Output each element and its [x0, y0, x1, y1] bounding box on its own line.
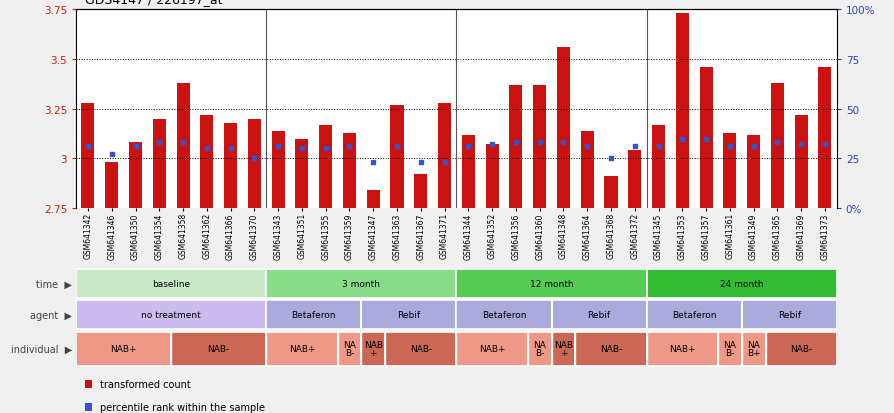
Bar [527, 332, 551, 366]
Text: no treatment: no treatment [141, 311, 201, 319]
Bar [271, 131, 284, 209]
Bar [129, 143, 142, 209]
Bar [461, 135, 475, 209]
Bar [699, 68, 712, 209]
Bar [551, 332, 575, 366]
Bar [337, 332, 361, 366]
Bar [248, 119, 261, 209]
Text: NAB+: NAB+ [289, 344, 315, 354]
Text: Rebif: Rebif [397, 311, 420, 319]
Bar [456, 332, 527, 366]
Bar [361, 301, 456, 329]
Bar [551, 301, 645, 329]
Text: individual  ▶: individual ▶ [11, 344, 72, 354]
Text: Rebif: Rebif [777, 311, 800, 319]
Text: NAB-: NAB- [409, 344, 432, 354]
Bar [746, 135, 759, 209]
Bar [361, 332, 384, 366]
Bar [342, 133, 356, 209]
Bar [437, 104, 451, 209]
Bar [319, 125, 332, 209]
Bar [485, 145, 498, 209]
Text: NA
B-: NA B- [533, 341, 545, 357]
Bar [367, 191, 379, 209]
Bar [105, 163, 118, 209]
Bar [741, 332, 764, 366]
Text: time  ▶: time ▶ [37, 279, 72, 289]
Bar [817, 68, 831, 209]
Bar [171, 332, 266, 366]
Text: GDS4147 / 226197_at: GDS4147 / 226197_at [85, 0, 223, 6]
Text: NAB+: NAB+ [110, 344, 137, 354]
Bar [200, 115, 213, 209]
Bar [533, 85, 545, 209]
Bar [603, 177, 617, 209]
Bar [456, 301, 551, 329]
Bar [295, 139, 308, 209]
Bar [764, 332, 836, 366]
Text: 3 month: 3 month [342, 280, 380, 288]
Bar [628, 151, 641, 209]
Bar [575, 332, 645, 366]
Text: Betaferon: Betaferon [671, 311, 715, 319]
Text: NAB+: NAB+ [669, 344, 695, 354]
Bar [717, 332, 741, 366]
Bar [651, 125, 664, 209]
Text: NAB-: NAB- [207, 344, 230, 354]
Bar [390, 105, 403, 209]
Bar [456, 270, 645, 298]
Bar [741, 301, 836, 329]
Bar [266, 301, 361, 329]
Bar [81, 104, 95, 209]
Bar [153, 119, 165, 209]
Text: NA
B-: NA B- [342, 341, 356, 357]
Text: NA
B-: NA B- [722, 341, 736, 357]
Bar [580, 131, 593, 209]
Text: 24 month: 24 month [719, 280, 763, 288]
Text: NAB
+: NAB + [363, 341, 383, 357]
Bar [645, 301, 741, 329]
Bar [556, 48, 569, 209]
Text: agent  ▶: agent ▶ [30, 310, 72, 320]
Bar [645, 332, 717, 366]
Bar [176, 84, 190, 209]
Bar [266, 332, 337, 366]
Bar [76, 301, 266, 329]
Text: transformed count: transformed count [99, 379, 190, 389]
Text: Betaferon: Betaferon [481, 311, 526, 319]
Text: NA
B+: NA B+ [746, 341, 760, 357]
Text: baseline: baseline [152, 280, 190, 288]
Bar [794, 115, 806, 209]
Text: NAB-: NAB- [789, 344, 812, 354]
Bar [675, 14, 688, 209]
Text: Betaferon: Betaferon [291, 311, 335, 319]
Bar [224, 123, 237, 209]
Text: Rebif: Rebif [586, 311, 610, 319]
Bar [76, 270, 266, 298]
Text: NAB
+: NAB + [553, 341, 572, 357]
Bar [509, 85, 522, 209]
Bar [770, 84, 783, 209]
Bar [645, 270, 836, 298]
Bar [266, 270, 456, 298]
Text: NAB+: NAB+ [478, 344, 505, 354]
Text: percentile rank within the sample: percentile rank within the sample [99, 402, 265, 412]
Text: 12 month: 12 month [529, 280, 573, 288]
Bar [414, 175, 426, 209]
Bar [76, 332, 171, 366]
Bar [722, 133, 736, 209]
Text: NAB-: NAB- [599, 344, 621, 354]
Bar [384, 332, 456, 366]
